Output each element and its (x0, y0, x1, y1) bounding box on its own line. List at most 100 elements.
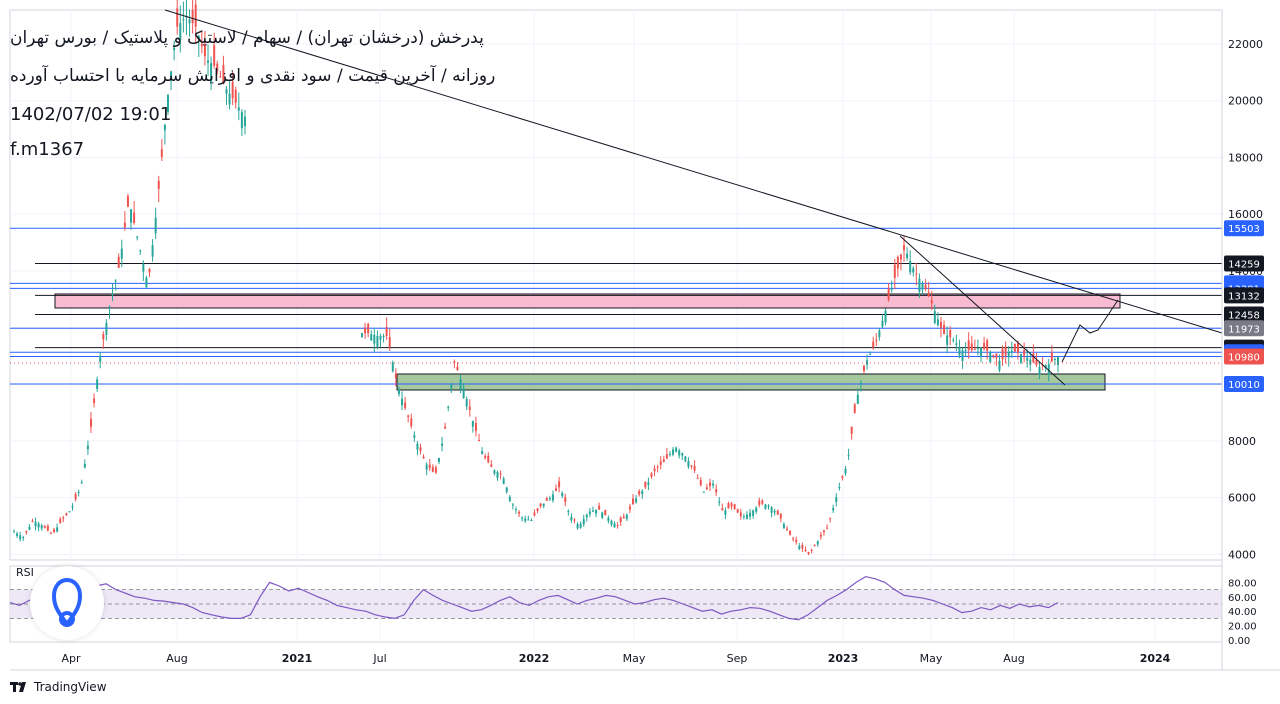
candle-body (829, 518, 832, 520)
candle-body (681, 453, 684, 456)
candle-body (31, 520, 34, 522)
candle-body (444, 426, 447, 429)
candle-body (123, 222, 126, 228)
candle-body (376, 335, 379, 347)
candle-body (659, 461, 662, 465)
candle-body (736, 509, 739, 513)
candle-body (739, 512, 742, 517)
candle-body (668, 453, 671, 455)
candle-body (34, 521, 37, 527)
candle-body (456, 366, 459, 371)
trend-lines (10, 9, 1223, 386)
candle-body (1032, 353, 1035, 363)
candle-body (641, 490, 644, 495)
candle-body (958, 346, 961, 356)
y-tick-label: 6000 (1228, 492, 1256, 505)
candle-body (364, 327, 367, 334)
footer-brand[interactable]: TradingView (34, 680, 107, 694)
candle-body (702, 491, 705, 493)
candle-body (638, 490, 641, 495)
rsi-line[interactable] (9, 575, 1059, 621)
candle-body (561, 492, 564, 497)
candle-body (610, 520, 613, 525)
candle-body (43, 526, 46, 528)
candle-body (998, 360, 1001, 371)
long-trendline[interactable] (164, 9, 1223, 334)
candle-body (89, 418, 92, 427)
x-tick-label: Jul (372, 652, 386, 665)
candle-body (471, 420, 474, 427)
candle-body (533, 512, 536, 516)
candle-body (733, 504, 736, 509)
candle-body (481, 451, 484, 455)
candle-body (628, 506, 631, 510)
candle-body (105, 322, 108, 335)
axes: 4000600080001000012000140001600018000200… (10, 10, 1280, 671)
price-label-badge (1224, 348, 1264, 365)
candle-body (1050, 352, 1053, 362)
candle-body (767, 505, 770, 507)
candle-body (154, 217, 157, 234)
candle-body (474, 422, 477, 432)
candle-body (980, 347, 983, 358)
rsi-tick-label: 60.00 (1228, 593, 1257, 604)
candle-body (1029, 359, 1032, 365)
candle-body (243, 116, 246, 127)
candle-body (816, 541, 819, 545)
candle-body (782, 523, 785, 529)
candle-body (653, 468, 656, 472)
candle-body (413, 435, 416, 438)
candle-body (721, 508, 724, 511)
price-label-text: 10010 (1228, 380, 1260, 391)
candle-body (899, 254, 902, 260)
candle-body (826, 527, 829, 529)
candle-body (903, 245, 906, 251)
chart-title: پدرخش (درخشان تهران) / سهام / لاستیک و پ… (10, 28, 484, 48)
candle-body (462, 388, 465, 399)
candle-body (379, 336, 382, 340)
candle-body (407, 415, 410, 418)
candle-body (16, 533, 19, 536)
tradingview-logo-icon (10, 682, 26, 692)
rsi-tick-label: 80.00 (1228, 578, 1257, 589)
candle-body (1020, 353, 1023, 363)
candle-body (441, 443, 444, 446)
footer: TradingView (10, 680, 107, 694)
y-tick-label: 20000 (1228, 95, 1263, 108)
candle-body (496, 472, 499, 479)
candle-body (216, 63, 219, 72)
support-zone[interactable] (396, 373, 1106, 391)
candle-body (49, 532, 52, 534)
candle-body (173, 47, 176, 51)
resistance-zone[interactable] (54, 293, 1121, 309)
candle-body (388, 336, 391, 347)
author-logo (30, 566, 104, 640)
candle-body (536, 508, 539, 511)
candle-body (619, 517, 622, 523)
candle-body (576, 524, 579, 529)
candle-body (114, 280, 117, 282)
candle-body (687, 460, 690, 467)
candle-body (1041, 365, 1044, 367)
projection-path[interactable] (1061, 299, 1119, 363)
candle-body (434, 467, 437, 473)
price-label-badge (1224, 306, 1264, 323)
drawing-zones (54, 293, 1121, 391)
candle-body (813, 545, 816, 547)
candle-body (573, 519, 576, 521)
candle-body (382, 336, 385, 338)
candle-body (83, 463, 86, 468)
short-trendline[interactable] (899, 235, 1066, 386)
candle-body (490, 464, 493, 467)
candle-body (696, 477, 699, 479)
candle-body (188, 19, 191, 24)
candle-body (853, 404, 856, 413)
candle-body (37, 523, 40, 528)
candle-body (511, 504, 514, 506)
candle-body (493, 470, 496, 474)
candle-body (133, 212, 136, 223)
candle-body (447, 406, 450, 408)
candle-body (71, 506, 74, 508)
candle-body (558, 481, 561, 488)
